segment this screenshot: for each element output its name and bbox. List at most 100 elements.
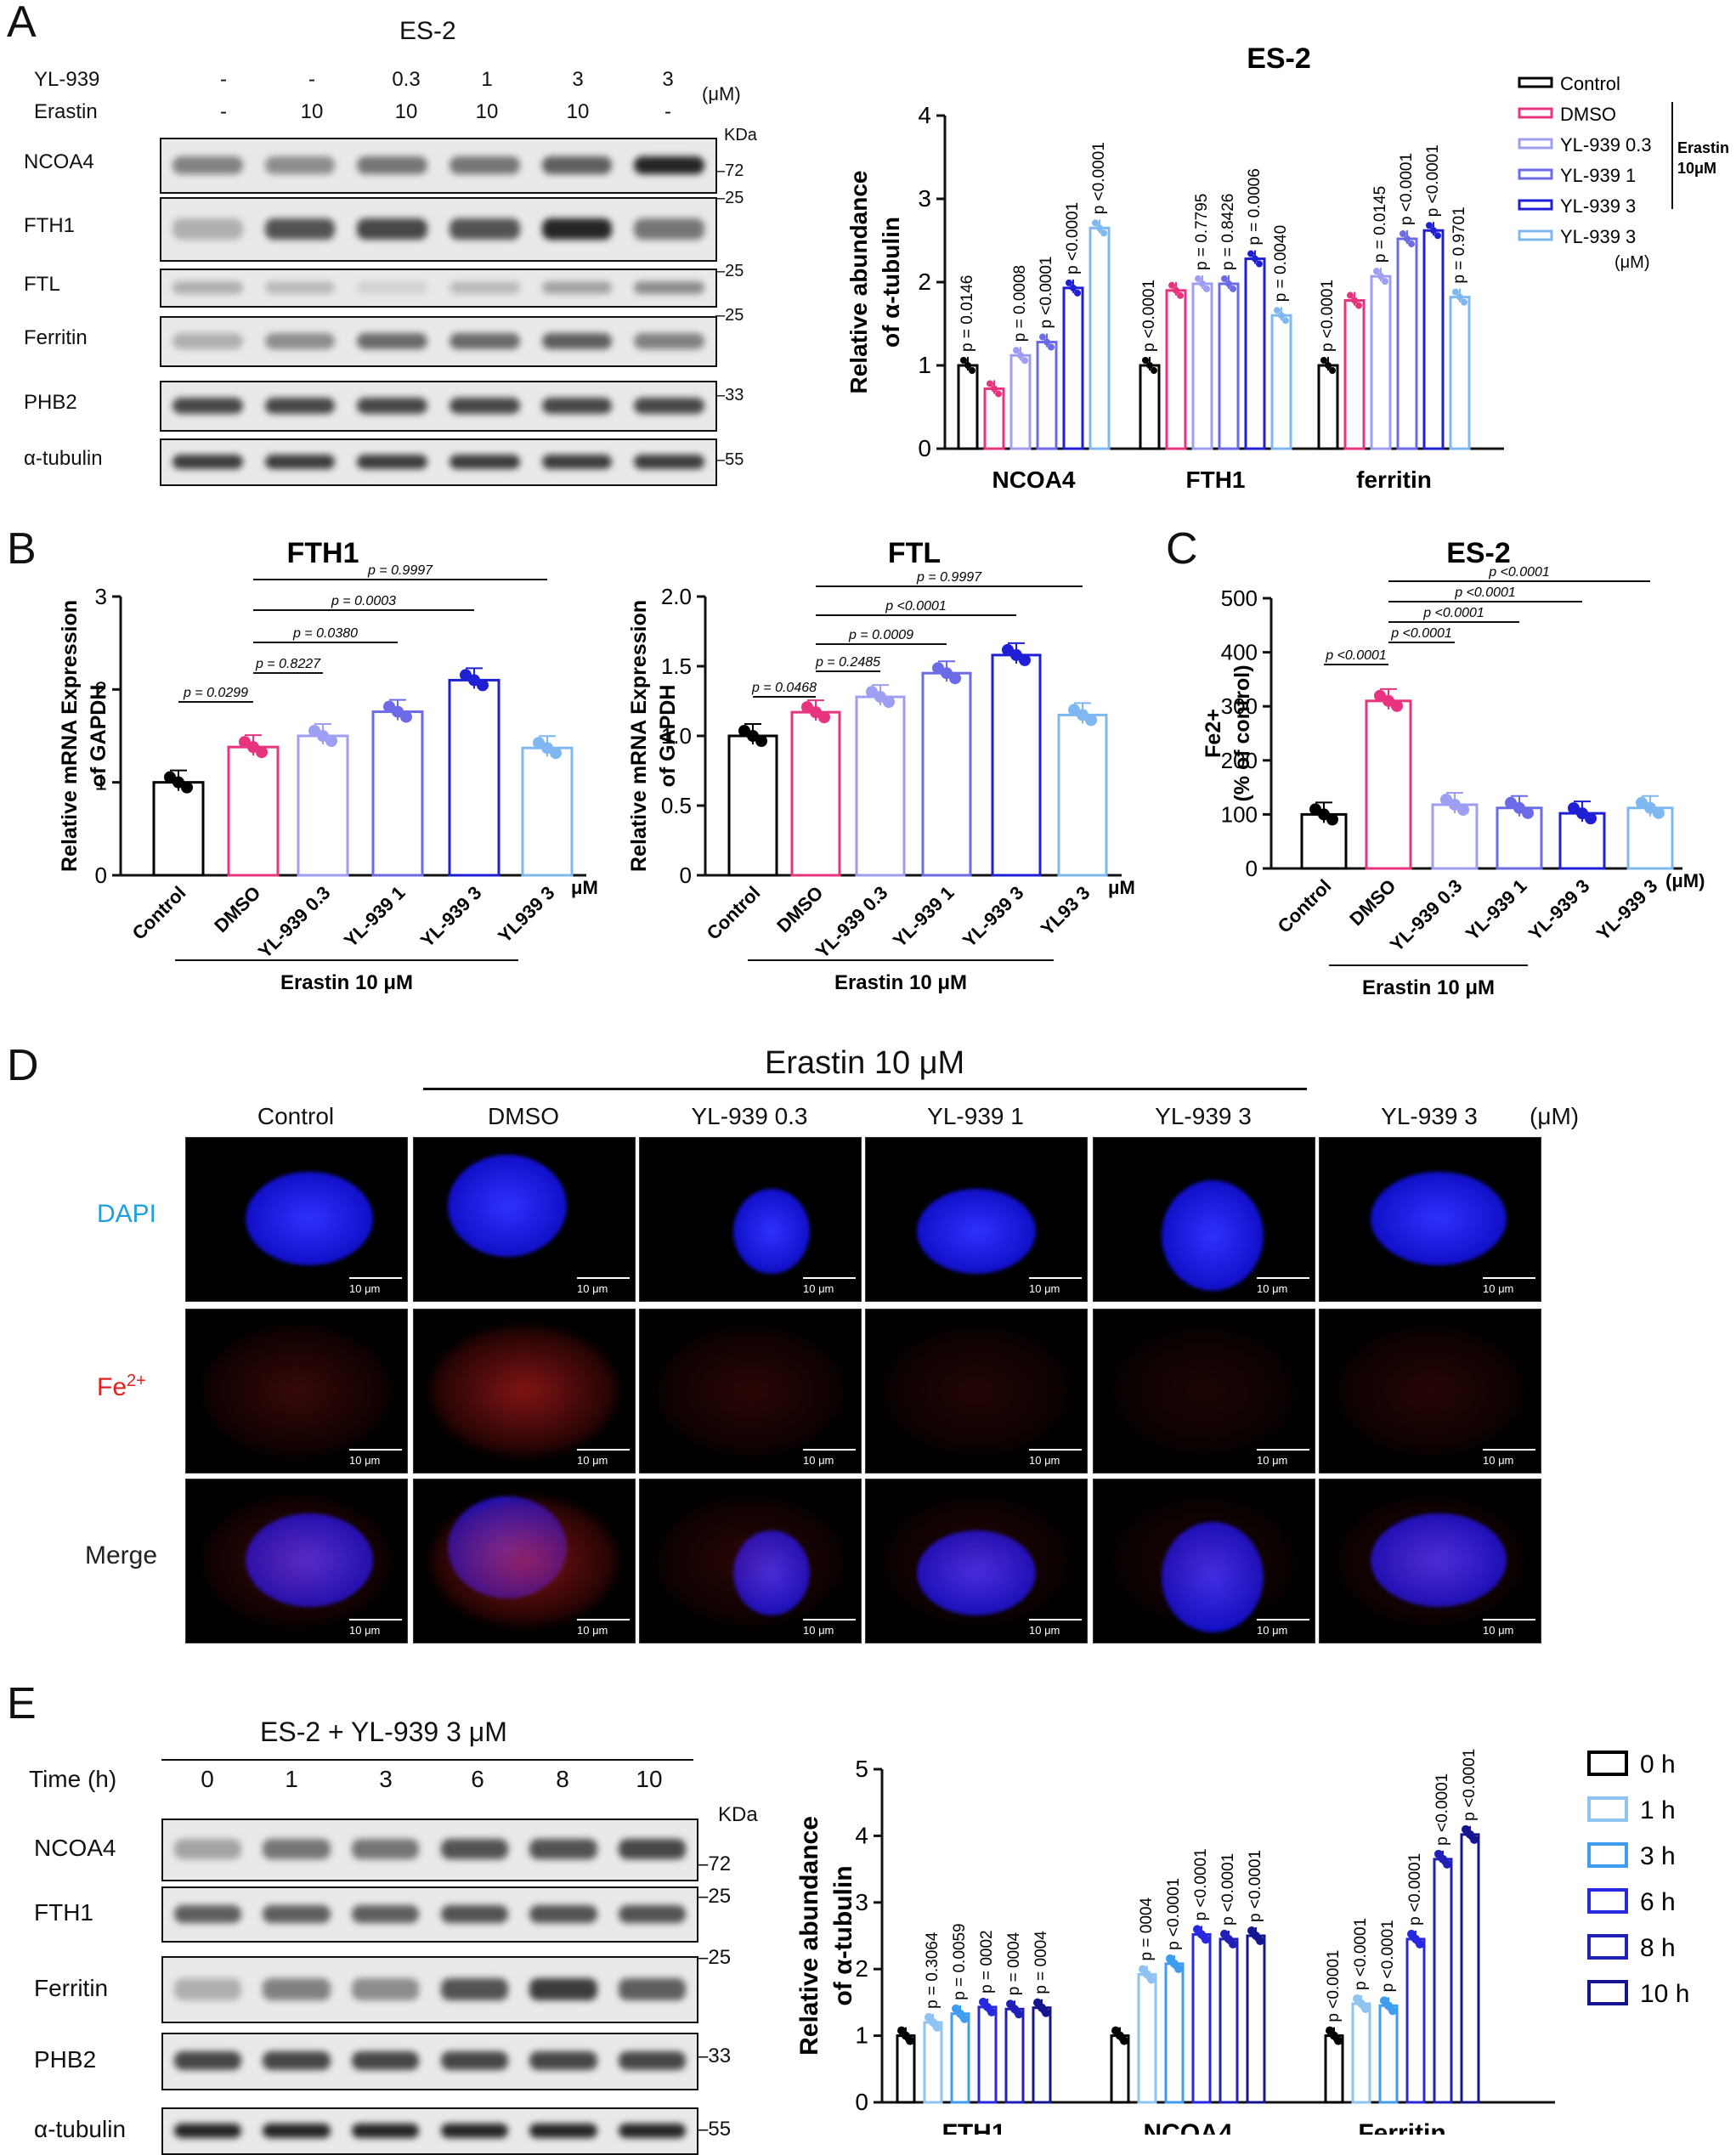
blot-strip-0 — [160, 138, 717, 194]
micrograph-1-0: 10 μm — [185, 1309, 408, 1473]
band-1-0 — [172, 218, 243, 240]
bar-0-4 — [1004, 2007, 1025, 2104]
legend-label-0: 0 h — [1640, 1751, 1676, 1779]
p-value-1-1: p = 0004 — [1138, 1898, 1156, 1961]
micrograph-1-1: 10 μm — [413, 1309, 636, 1473]
band-1-0 — [173, 1904, 242, 1923]
scale-label-1-4: 10 μm — [1257, 1454, 1288, 1467]
chart-title: ES-2 — [1446, 537, 1511, 569]
band-2-2 — [357, 281, 427, 294]
band-5-5 — [634, 454, 704, 470]
erastin-header-rule — [423, 1088, 1307, 1090]
band-4-1 — [264, 397, 336, 414]
band-0-4 — [529, 1839, 597, 1860]
yl939-dose-0: - — [220, 68, 227, 91]
band-2-4 — [541, 281, 613, 294]
erastin-dose-2: 10 — [394, 100, 418, 123]
blot-strip-2 — [161, 1956, 698, 2023]
band-1-3 — [440, 1904, 509, 1923]
p-value-0-3: p <0.0001 — [1038, 256, 1055, 328]
bar-1-2 — [1164, 1962, 1185, 2104]
scale-label-2-2: 10 μm — [803, 1624, 834, 1637]
band-1-4 — [529, 1904, 597, 1923]
blot-strip-2 — [160, 269, 717, 308]
bar-2-5 — [1460, 1833, 1480, 2104]
legend-swatch-0 — [1518, 76, 1553, 88]
significance-label-3: p <0.0001 — [885, 599, 947, 614]
band-4-0 — [173, 2123, 242, 2139]
fe-signal-2-0 — [203, 1496, 390, 1626]
micrograph-0-0: 10 μm — [185, 1137, 408, 1302]
micrograph-2-5: 10 μm — [1319, 1479, 1541, 1643]
blot-strip-4 — [160, 381, 717, 432]
y-axis-label-1: of α-tubulin — [878, 217, 904, 348]
dot-5-2 — [1085, 714, 1097, 727]
dot-1-5-0 — [1274, 307, 1281, 314]
p-value-2-4: p <0.0001 — [1424, 144, 1442, 217]
dot-2-4-2 — [1434, 232, 1441, 240]
dot-0-4-2 — [1015, 2010, 1023, 2019]
bar-2-4 — [1433, 1858, 1453, 2104]
p-value-2-2: p = 0.0145 — [1371, 186, 1389, 263]
significance-label-3: p <0.0001 — [1454, 585, 1516, 600]
panel-letter-e: E — [7, 1679, 37, 1728]
dot-0-3-0 — [1039, 333, 1046, 341]
blot-label-1: FTH1 — [34, 1899, 93, 1926]
mw-marker-4: –33 — [715, 386, 744, 404]
significance-label-3: p = 0.0003 — [331, 594, 396, 608]
dot-0-4-0 — [1066, 279, 1072, 286]
band-4-5 — [634, 397, 704, 414]
x-tick-label-1: DMSO — [210, 882, 264, 936]
chart-a-protein-abundance: ES-2 0 1 2 3 4 p = 0.0146 p = 0.0008 p <0.0001 p … — [845, 42, 1729, 493]
y-tick-label-3: 1.5 — [661, 653, 692, 679]
y-tick-label-2: 2 — [855, 1955, 868, 1982]
band-3-1 — [264, 332, 336, 349]
scale-bar-2-4 — [1257, 1619, 1309, 1620]
dot-2-3-2 — [1408, 240, 1415, 248]
erastin-dose-3: 10 — [475, 100, 499, 123]
dot-1-5-2 — [1282, 317, 1289, 325]
blot-strip-1 — [160, 197, 717, 262]
band-0-0 — [172, 156, 243, 174]
fe-signal-2-3 — [883, 1496, 1070, 1626]
legend-swatch-1 — [1518, 107, 1553, 119]
scale-label-0-0: 10 μm — [349, 1282, 381, 1295]
band-4-1 — [263, 2123, 331, 2139]
row-label-sup-1: 2+ — [127, 1372, 146, 1390]
band-2-3 — [440, 1978, 509, 2000]
bar-0-0 — [957, 364, 979, 450]
dot-0-1-0 — [987, 380, 993, 387]
bar-0 — [727, 734, 778, 877]
p-value-0-1: p = 0.3064 — [924, 1932, 942, 2009]
scale-bar-2-1 — [577, 1619, 630, 1620]
band-1-4 — [541, 218, 613, 240]
band-2-1 — [264, 281, 336, 294]
blot-strip-5 — [160, 438, 717, 486]
scale-label-2-0: 10 μm — [349, 1624, 381, 1637]
bar-1-5 — [1270, 314, 1292, 450]
dot-5-2 — [1653, 806, 1665, 819]
y-axis-label-0: Relative abundance — [799, 1816, 823, 2056]
band-5-1 — [264, 454, 336, 470]
column-label-5: YL-939 3 — [1381, 1103, 1478, 1129]
legend-label-4: 8 h — [1640, 1934, 1676, 1962]
fe-signal-2-5 — [1337, 1496, 1524, 1626]
micrograph-0-2: 10 μm — [639, 1137, 862, 1302]
nucleus-2-3 — [917, 1530, 1036, 1615]
fe-signal-1-4 — [1111, 1326, 1298, 1456]
y-tick-label-1: 100 — [1221, 801, 1258, 827]
micrograph-2-0: 10 μm — [185, 1479, 408, 1643]
p-value-0-4: p = 0004 — [1005, 1932, 1023, 1995]
dot-1-1-1 — [1173, 286, 1179, 294]
dot-0-2 — [755, 735, 767, 747]
y-tick-label-0: 0 — [95, 863, 107, 888]
legend-label-2: YL-939 0.3 — [1560, 134, 1652, 156]
p-value-1-2: p <0.0001 — [1165, 1878, 1183, 1950]
dot-2-1-1 — [1351, 297, 1358, 304]
blot-e-title: ES-2 + YL-939 3 μM — [260, 1717, 507, 1747]
x-tick-label-1: DMSO — [1345, 875, 1400, 930]
dot-2-2-0 — [1373, 268, 1380, 275]
band-3-1 — [263, 2051, 331, 2071]
micrograph-0-1: 10 μm — [413, 1137, 636, 1302]
band-1-1 — [264, 218, 336, 240]
